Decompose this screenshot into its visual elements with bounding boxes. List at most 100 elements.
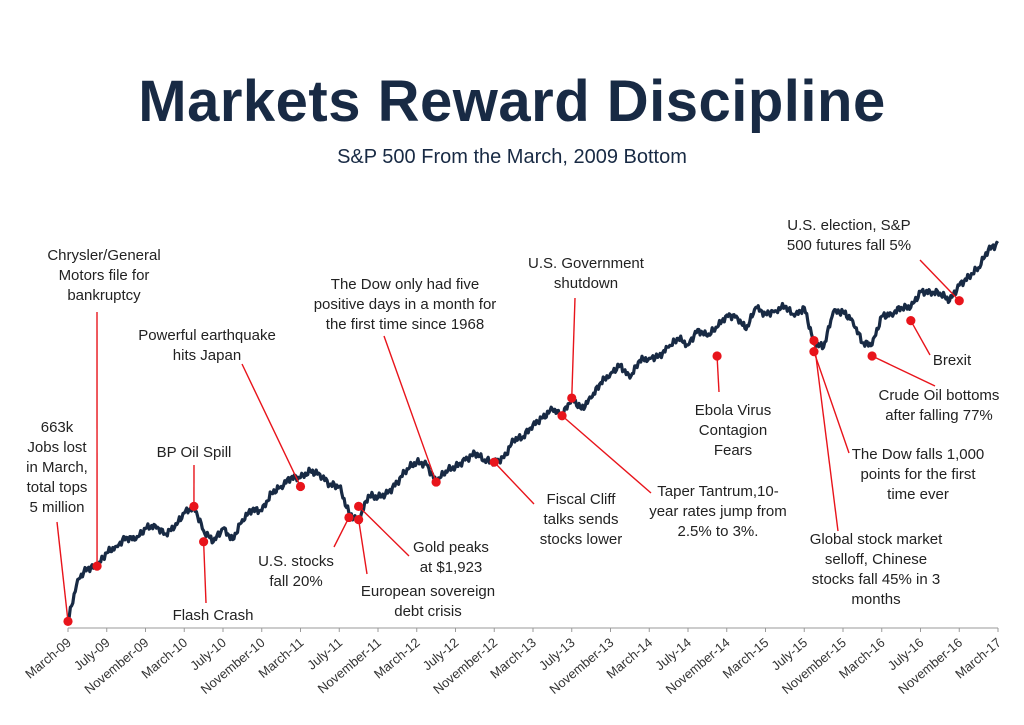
annotation-leader-line <box>716 355 720 393</box>
event-annotation: U.S. stocks fall 20% <box>258 553 334 590</box>
annotation-leader-line <box>56 521 69 622</box>
chart-title: Markets Reward Discipline <box>138 69 886 134</box>
annotation-line: shutdown <box>554 275 618 292</box>
annotation-line: BP Oil Spill <box>157 444 232 461</box>
event-marker <box>189 501 199 511</box>
chart-subtitle: S&P 500 From the March, 2009 Bottom <box>337 146 687 168</box>
event-annotation: Taper Tantrum,10- year rates jump from 2.5… <box>649 483 787 540</box>
event-annotation: U.S. Government shutdown <box>528 255 645 292</box>
event-marker <box>567 393 577 403</box>
annotation-line: Taper Tantrum,10- <box>657 483 778 500</box>
event-annotation: BP Oil Spill <box>157 444 232 461</box>
annotation-leader-line <box>910 320 931 356</box>
annotation-line: time ever <box>887 486 949 503</box>
annotation-line: months <box>851 591 900 608</box>
annotation-line: points for the first <box>860 466 976 483</box>
event-marker <box>906 316 916 326</box>
event-marker <box>354 515 364 525</box>
annotation-leader-line <box>871 355 936 387</box>
annotation-line: 663k <box>41 419 74 436</box>
annotation-line: fall 20% <box>269 573 322 590</box>
annotation-line: year rates jump from <box>649 503 787 520</box>
event-marker <box>712 351 722 361</box>
annotation-leader-line <box>358 505 410 557</box>
annotation-line: Fears <box>714 442 752 459</box>
annotation-line: hits Japan <box>173 347 241 364</box>
annotation-line: Contagion <box>699 422 767 439</box>
annotation-line: Powerful earthquake <box>138 327 276 344</box>
x-tick-label: March-09 <box>22 635 74 682</box>
annotation-line: Gold peaks <box>413 539 489 556</box>
annotation-line: Brexit <box>933 352 972 369</box>
annotation-line: The Dow only had five <box>331 276 479 293</box>
annotation-line: 2.5% to 3%. <box>678 523 759 540</box>
annotation-line: Fiscal Cliff <box>547 491 617 508</box>
annotation-line: stocks fall 45% in 3 <box>812 571 940 588</box>
event-marker <box>489 457 499 467</box>
event-marker <box>354 501 364 511</box>
annotation-line: at $1,923 <box>420 559 483 576</box>
event-annotation: Powerful earthquake hits Japan <box>138 327 276 364</box>
event-annotation: Ebola Virus Contagion Fears <box>695 402 771 459</box>
event-marker <box>92 561 102 571</box>
event-annotation: The Dow falls 1,000 points for the first t… <box>852 446 985 503</box>
annotation-leader-line <box>493 461 535 505</box>
event-marker <box>431 477 441 487</box>
annotation-line: 5 million <box>29 499 84 516</box>
annotation-line: the first time since 1968 <box>326 316 484 333</box>
event-annotation: Gold peaks at $1,923 <box>413 539 489 576</box>
event-annotation: Chrysler/General Motors file for bankruptc… <box>47 247 160 304</box>
annotation-leader-line <box>813 340 839 532</box>
annotation-line: U.S. Government <box>528 255 645 272</box>
event-annotation: U.S. election, S&P 500 futures fall 5% <box>787 217 911 254</box>
event-marker <box>867 351 877 361</box>
annotation-line: positive days in a month for <box>314 296 497 313</box>
event-annotation: Global stock market selloff, Chinese stock… <box>810 531 943 608</box>
annotation-leader-line <box>333 517 350 548</box>
event-annotation: Flash Crash <box>173 607 254 624</box>
event-marker <box>344 512 354 523</box>
annotation-line: after falling 77% <box>885 407 993 424</box>
annotation-leader-line <box>919 259 960 302</box>
event-annotation: Brexit <box>933 352 972 369</box>
event-marker <box>954 296 964 306</box>
event-marker <box>63 616 73 626</box>
event-marker <box>199 537 209 547</box>
annotation-leader-line <box>202 541 207 604</box>
annotation-line: Global stock market <box>810 531 943 548</box>
event-marker <box>809 335 819 346</box>
annotation-leader-line <box>813 351 850 454</box>
annotation-leader-line <box>241 363 302 487</box>
annotation-line: Motors file for <box>59 267 150 284</box>
event-marker <box>557 411 567 421</box>
annotation-line: stocks lower <box>540 531 623 548</box>
annotation-line: in March, <box>26 459 88 476</box>
annotation-line: U.S. stocks <box>258 553 334 570</box>
annotation-line: The Dow falls 1,000 <box>852 446 985 463</box>
event-annotation: Fiscal Cliff talks sends stocks lower <box>540 491 623 548</box>
annotation-line: debt crisis <box>394 603 462 620</box>
annotation-leader-line <box>383 335 437 483</box>
annotation-line: Crude Oil bottoms <box>879 387 1000 404</box>
annotation-line: Jobs lost <box>27 439 87 456</box>
annotation-line: Flash Crash <box>173 607 254 624</box>
annotation-line: European sovereign <box>361 583 495 600</box>
event-marker <box>809 347 819 357</box>
event-annotation: Crude Oil bottoms after falling 77% <box>879 387 1000 424</box>
event-annotation: European sovereign debt crisis <box>361 583 495 620</box>
annotation-leader-line <box>571 297 576 399</box>
sp500-series-line <box>66 240 1000 622</box>
annotation-line: total tops <box>27 479 88 496</box>
annotation-line: 500 futures fall 5% <box>787 237 911 254</box>
annotation-line: bankruptcy <box>67 287 141 304</box>
event-annotation: 663k Jobs lost in March, total tops 5 millio… <box>26 419 88 516</box>
annotation-line: talks sends <box>543 511 618 528</box>
annotation-line: U.S. election, S&P <box>787 217 910 234</box>
event-annotation: The Dow only had five positive days in a … <box>314 276 497 333</box>
annotation-line: Ebola Virus <box>695 402 771 419</box>
annotation-leader-line <box>561 415 652 494</box>
annotation-line: selloff, Chinese <box>825 551 927 568</box>
annotation-line: Chrysler/General <box>47 247 160 264</box>
annotation-leader-line <box>357 519 368 575</box>
